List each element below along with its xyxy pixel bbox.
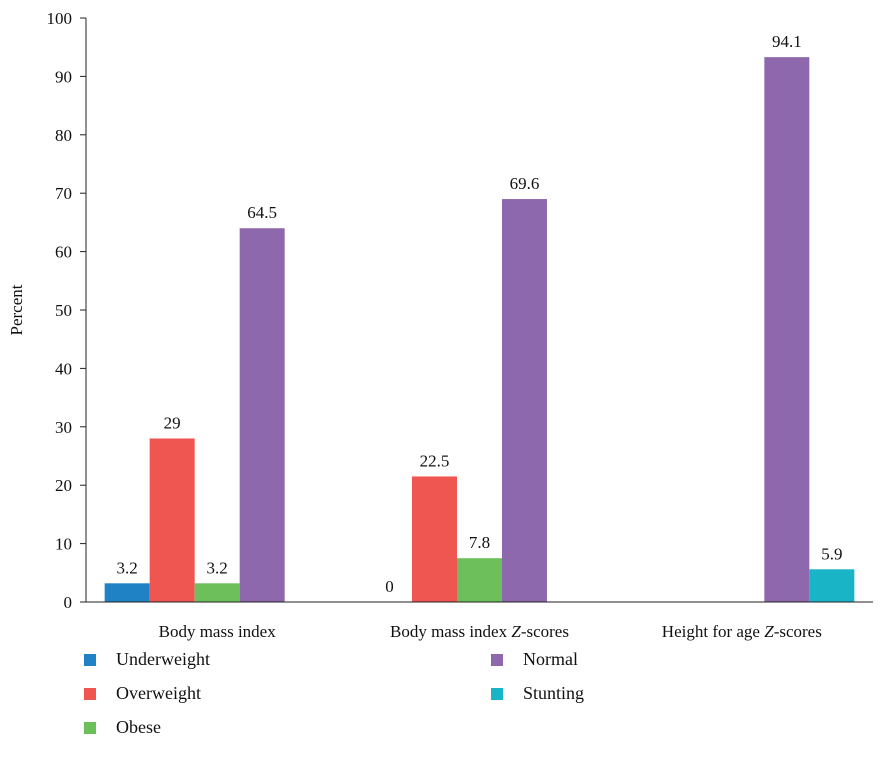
x-tick-label: Height for age Z-scores [662,622,822,641]
data-label: 22.5 [420,451,450,470]
bar-obese [457,558,502,602]
x-tick-label: Body mass index Z-scores [390,622,569,641]
data-label: 3.2 [207,558,228,577]
y-tick-label: 40 [55,359,72,378]
y-tick-label: 100 [47,9,73,28]
y-tick-label: 70 [55,184,72,203]
bar-stunting [809,569,855,602]
y-tick-label: 80 [55,126,72,145]
y-tick-label: 30 [55,418,72,437]
data-label: 69.6 [510,174,540,193]
y-tick-label: 20 [55,476,72,495]
x-axis: Body mass index Body mass index Z-scores H… [86,601,873,641]
bar-normal [502,199,547,603]
data-label: 0 [385,577,394,596]
bar-normal [764,57,810,603]
bar-overweight [149,438,195,602]
y-axis: 0 10 20 30 40 50 60 70 80 90 100 [47,9,87,612]
data-label: 7.8 [469,533,490,552]
data-label: 29 [164,413,181,432]
y-tick-label: 90 [55,67,72,86]
x-tick-label: Body mass index [159,622,277,641]
y-axis-title: Percent [7,284,26,335]
data-label: 94.1 [772,32,802,51]
bar-underweight [104,583,150,602]
y-tick-label: 50 [55,301,72,320]
bar-overweight [412,476,457,602]
data-label: 5.9 [821,544,842,563]
bar-obese [194,583,240,602]
bars: 3.2 29 3.2 64.5 0 22.5 7.8 69.6 94.1 5.9 [104,32,855,603]
data-label: 3.2 [117,558,138,577]
bar-normal [239,228,285,603]
y-tick-label: 60 [55,243,72,262]
data-label: 64.5 [247,203,277,222]
y-tick-label: 0 [64,593,73,612]
y-tick-label: 10 [55,535,72,554]
